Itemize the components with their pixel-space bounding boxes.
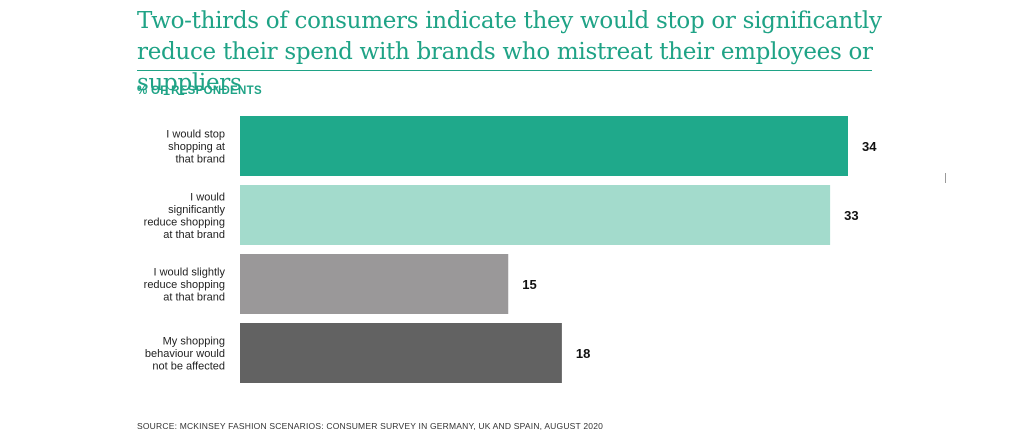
bar-2 <box>240 185 831 245</box>
category-label-line: at that brand <box>163 292 225 304</box>
category-label-2: I would significantly reduce shopping at th… <box>144 191 226 241</box>
category-label-4: My shopping behaviour would not be affecte… <box>145 336 225 373</box>
category-label-line: My shopping <box>163 336 225 348</box>
value-label-4: 18 <box>576 346 590 361</box>
category-label-line: reduce shopping <box>144 216 225 228</box>
category-label-line: significantly <box>168 204 225 216</box>
bar-4 <box>240 323 562 383</box>
category-label-line: I would <box>190 191 225 203</box>
unit-label: % OF RESPONDENTS <box>137 85 262 97</box>
title-divider <box>137 70 872 71</box>
bar-1 <box>240 116 848 176</box>
bar-3 <box>240 254 509 314</box>
category-label-line: shopping at <box>168 141 225 153</box>
category-label-3: I would slightly reduce shopping at that b… <box>144 267 226 304</box>
category-label-line: not be affected <box>152 361 225 373</box>
category-label-line: behaviour would <box>145 348 225 360</box>
category-label-line: at that brand <box>163 229 225 241</box>
value-label-3: 15 <box>522 277 536 292</box>
category-label-line: I would stop <box>166 129 225 141</box>
category-label-1: I would stop shopping at that brand <box>166 129 225 166</box>
value-label-1: 34 <box>862 139 877 154</box>
category-label-line: I would slightly <box>153 267 225 279</box>
value-label-2: 33 <box>844 208 858 223</box>
chart-title: Two-thirds of consumers indicate they wo… <box>137 8 882 96</box>
category-label-line: reduce shopping <box>144 279 225 291</box>
edge-mark <box>945 173 946 183</box>
category-label-line: that brand <box>175 154 225 166</box>
source-note: SOURCE: MCKINSEY FASHION SCENARIOS: CONS… <box>137 421 604 431</box>
